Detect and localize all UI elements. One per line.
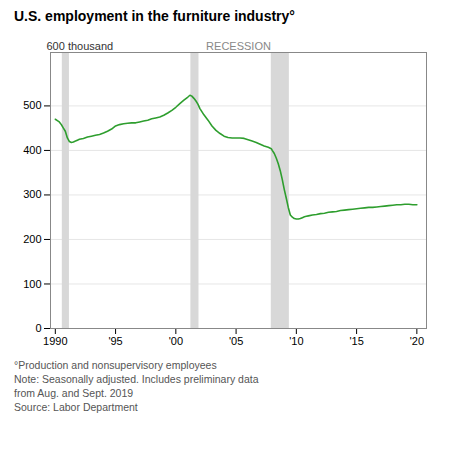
html-text:U.S. employment in the furnitu: U.S. employment in the furniture industr…: [14, 8, 295, 24]
svg-text:100: 100: [23, 278, 41, 290]
html-text:Source: Labor Department: Source: Labor Department: [14, 401, 138, 413]
svg-text:1990: 1990: [43, 335, 67, 347]
svg-text:RECESSION: RECESSION: [206, 40, 271, 52]
svg-text:300: 300: [23, 188, 41, 200]
svg-text:500: 500: [23, 99, 41, 111]
svg-text:200: 200: [23, 233, 41, 245]
svg-text:400: 400: [23, 144, 41, 156]
html-text:Note: Seasonally adjusted. Inc: Note: Seasonally adjusted. Includes prel…: [14, 373, 259, 385]
svg-text:'20: '20: [410, 335, 424, 347]
html-text:°Production and nonsupervisory: °Production and nonsupervisory employees: [14, 359, 217, 371]
svg-text:'10: '10: [289, 335, 303, 347]
svg-text:'00: '00: [169, 335, 183, 347]
svg-text:'95: '95: [108, 335, 122, 347]
svg-text:'15: '15: [349, 335, 363, 347]
svg-text:600 thousand: 600 thousand: [47, 40, 114, 52]
html-text:from Aug. and Sept. 2019: from Aug. and Sept. 2019: [14, 387, 134, 399]
svg-text:'05: '05: [229, 335, 243, 347]
svg-text:0: 0: [35, 322, 41, 334]
